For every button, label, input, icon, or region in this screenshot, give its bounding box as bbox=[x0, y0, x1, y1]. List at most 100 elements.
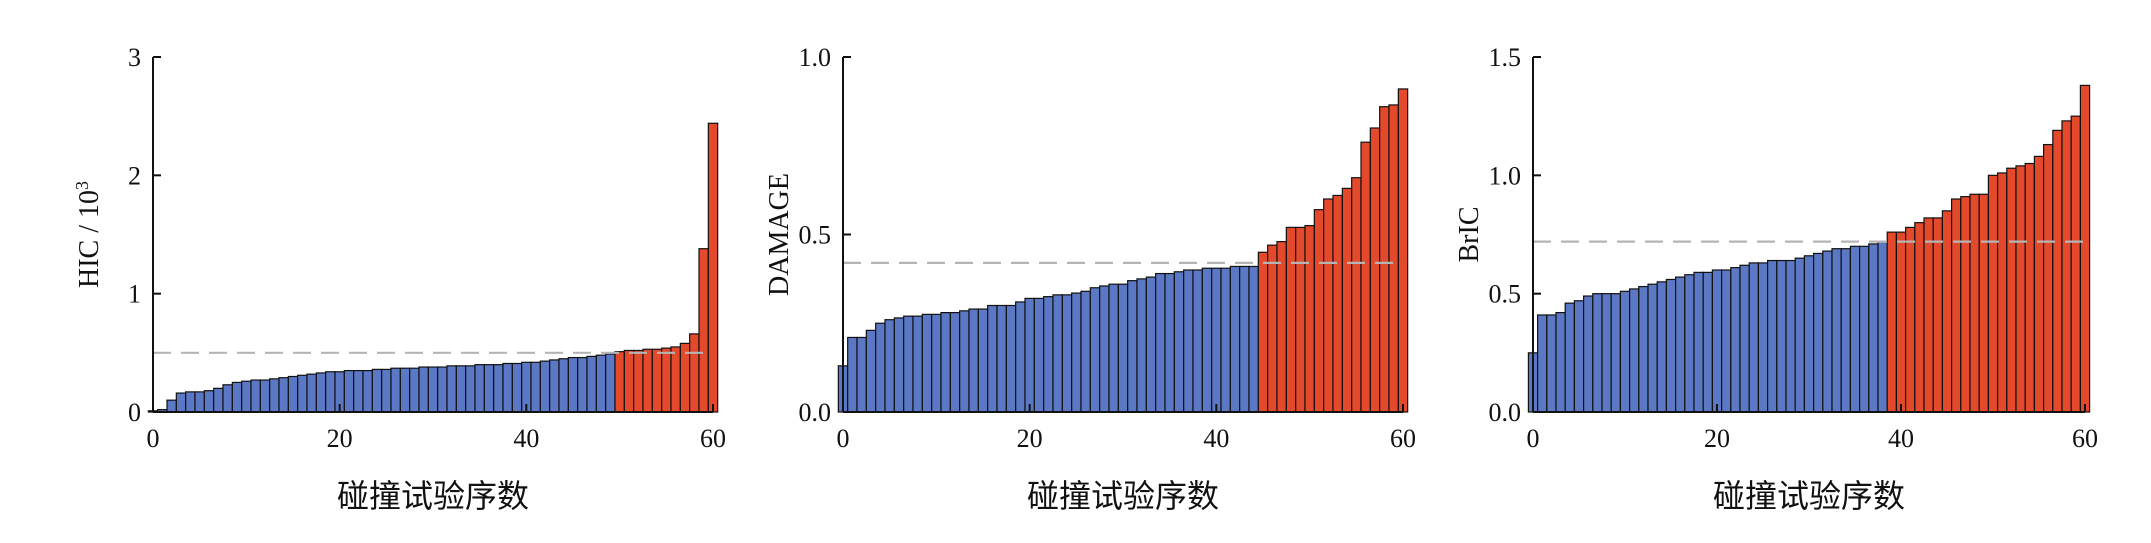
bar bbox=[595, 354, 607, 413]
bar bbox=[1536, 314, 1548, 413]
chart-3: 0 20 40 60 0.0 0.5 1.0 1.5 BrIC 碰撞试验序数 bbox=[1454, 43, 2098, 514]
bar bbox=[661, 347, 672, 413]
bar bbox=[1849, 245, 1861, 413]
bar bbox=[1766, 259, 1778, 413]
bar bbox=[1155, 272, 1166, 413]
bar bbox=[1601, 293, 1612, 413]
bar bbox=[1785, 259, 1796, 413]
bar bbox=[1145, 276, 1157, 413]
bar bbox=[483, 364, 495, 413]
bar bbox=[921, 313, 933, 413]
bar bbox=[1024, 297, 1035, 413]
bar bbox=[1684, 274, 1695, 413]
bar bbox=[1183, 269, 1194, 413]
bar bbox=[2061, 120, 2072, 413]
bar bbox=[1831, 248, 1842, 413]
bar bbox=[1192, 269, 1203, 413]
x-tick-label: 20 bbox=[327, 424, 353, 453]
bar bbox=[1619, 290, 1631, 413]
bar bbox=[287, 375, 299, 413]
bar bbox=[1071, 292, 1082, 413]
bar bbox=[903, 315, 914, 413]
bar bbox=[2033, 155, 2045, 413]
bar bbox=[884, 319, 895, 413]
bar bbox=[987, 304, 998, 413]
x-tick-label: 20 bbox=[1704, 424, 1730, 453]
bar bbox=[306, 373, 317, 413]
bar bbox=[175, 392, 187, 413]
x-tick-label: 40 bbox=[1888, 424, 1914, 453]
bar bbox=[1748, 262, 1759, 413]
bar bbox=[1388, 104, 1399, 413]
bar bbox=[1304, 225, 1315, 413]
bar bbox=[1220, 267, 1231, 413]
bar bbox=[1932, 217, 1943, 413]
bar bbox=[1904, 226, 1916, 413]
bar bbox=[567, 356, 579, 413]
bar bbox=[1730, 267, 1741, 413]
bar bbox=[2015, 165, 2026, 413]
bar bbox=[511, 362, 523, 413]
bar bbox=[614, 351, 625, 413]
bar bbox=[1080, 290, 1091, 413]
bar bbox=[1628, 288, 1640, 413]
bar bbox=[1564, 302, 1575, 413]
bar bbox=[1043, 296, 1054, 413]
bar bbox=[1173, 271, 1185, 413]
bar bbox=[278, 377, 289, 413]
bar bbox=[1546, 314, 1557, 413]
bar bbox=[1164, 272, 1175, 413]
bar bbox=[549, 359, 560, 413]
bar bbox=[1665, 278, 1677, 413]
x-tick-label: 60 bbox=[2072, 424, 2098, 453]
y-axis-title: BrIC bbox=[1454, 207, 1485, 263]
x-axis-title: 碰撞试验序数 bbox=[337, 478, 529, 514]
bar bbox=[269, 378, 280, 413]
bar bbox=[1015, 301, 1026, 413]
x-tick-label: 40 bbox=[1203, 424, 1229, 453]
bar bbox=[1987, 174, 1999, 413]
bar bbox=[1229, 265, 1241, 413]
y-tick-label: 3 bbox=[128, 43, 141, 72]
bar bbox=[203, 390, 215, 413]
bar bbox=[1276, 241, 1287, 413]
bar bbox=[390, 367, 401, 413]
bar bbox=[1033, 297, 1045, 413]
bar bbox=[1914, 222, 1925, 413]
bar bbox=[1211, 267, 1222, 413]
bar bbox=[1776, 259, 1787, 413]
bar bbox=[455, 365, 467, 413]
bar bbox=[185, 391, 196, 413]
bar bbox=[371, 368, 383, 413]
bar bbox=[1108, 283, 1119, 413]
bar bbox=[1638, 285, 1649, 413]
bar bbox=[1693, 271, 1704, 413]
bar bbox=[968, 308, 979, 413]
bar bbox=[1397, 88, 1409, 413]
bar bbox=[996, 304, 1007, 413]
bar bbox=[1201, 267, 1213, 413]
bar bbox=[605, 353, 616, 413]
bar bbox=[1711, 269, 1723, 413]
bar bbox=[1895, 231, 1907, 413]
bar bbox=[1136, 278, 1147, 413]
bar bbox=[558, 358, 569, 413]
bar bbox=[623, 349, 635, 413]
y-tick-label: 0 bbox=[128, 398, 141, 427]
bar bbox=[427, 366, 439, 413]
bar bbox=[2042, 143, 2054, 413]
bar bbox=[1720, 269, 1732, 413]
bar bbox=[437, 366, 448, 413]
x-axis-title: 碰撞试验序数 bbox=[1027, 478, 1219, 514]
bar bbox=[1702, 271, 1713, 413]
bar bbox=[1610, 293, 1621, 413]
bar bbox=[1858, 245, 1870, 413]
bar bbox=[325, 371, 336, 413]
bar bbox=[931, 313, 942, 413]
bar bbox=[1099, 285, 1110, 413]
bar bbox=[1257, 251, 1269, 413]
bar bbox=[530, 361, 541, 413]
bar bbox=[381, 368, 392, 413]
